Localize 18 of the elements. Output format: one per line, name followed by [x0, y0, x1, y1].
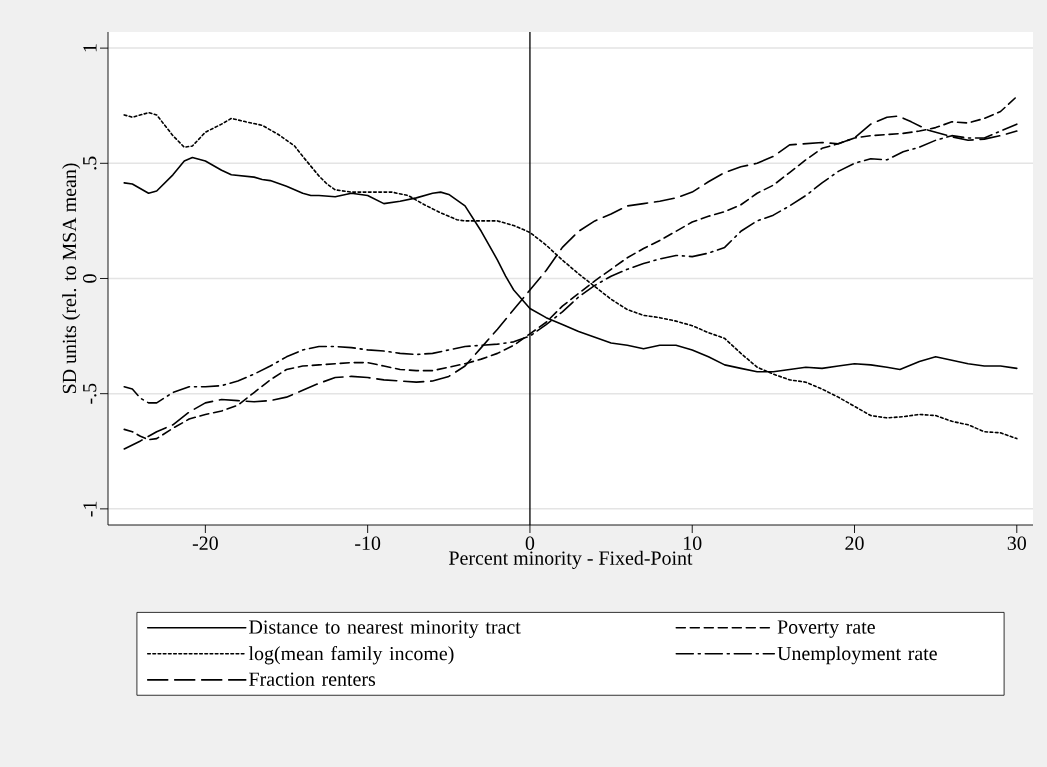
- legend-label: Poverty rate: [777, 620, 875, 638]
- y-tick-label: 1: [83, 44, 97, 52]
- x-tick-label: 20: [845, 536, 864, 550]
- x-tick-label: 30: [1007, 536, 1026, 550]
- x-tick-label: 0: [525, 536, 535, 550]
- x-tick-label: -20: [192, 536, 218, 550]
- legend-label: Unemployment rate: [777, 646, 937, 665]
- y-tick-label: -.5: [83, 383, 97, 404]
- y-tick-label: .5: [83, 156, 97, 170]
- legend-label: Fraction renters: [249, 672, 376, 686]
- x-tick-label: 10: [684, 536, 702, 550]
- x-axis-title: Percent minority - Fixed-Point: [449, 550, 693, 569]
- y-tick-label: 0: [83, 274, 97, 283]
- x-tick-label: -10: [355, 536, 381, 550]
- y-tick-label: -1: [83, 501, 97, 517]
- legend-label: Distance to nearest minority tract: [249, 620, 521, 638]
- legend-label: log(mean family income): [248, 646, 454, 665]
- y-axis-title: SD units (rel. to MSA mean): [62, 163, 81, 394]
